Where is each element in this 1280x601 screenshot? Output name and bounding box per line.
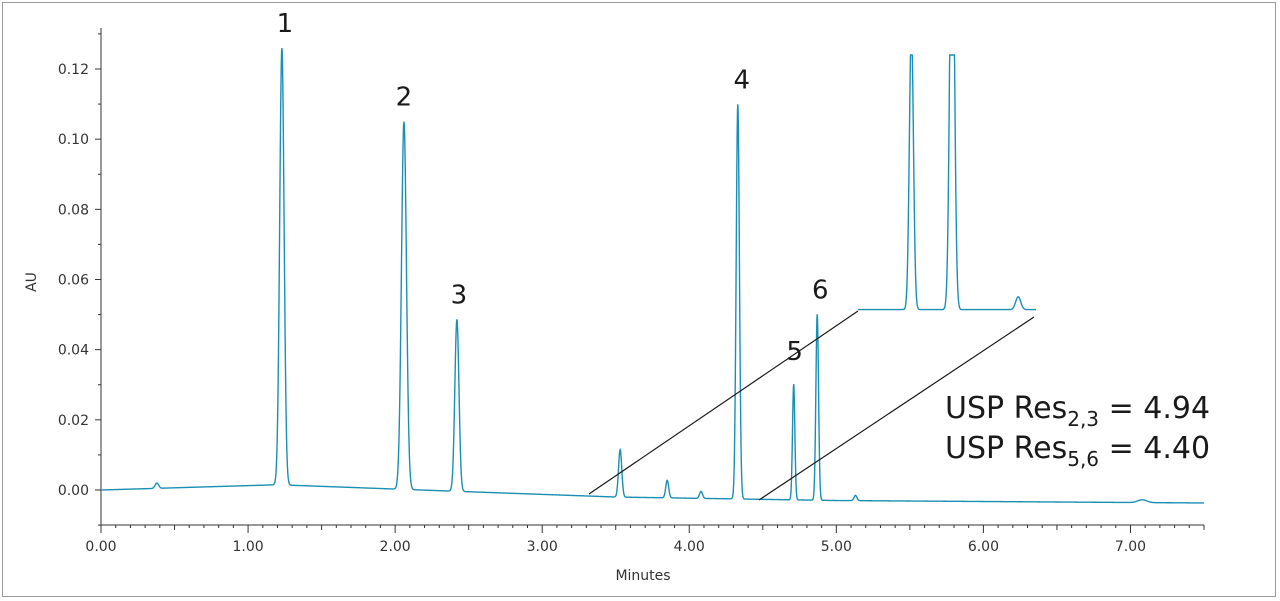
y-axis-title: AU bbox=[24, 272, 40, 292]
usp-res-23-value: = 4.94 bbox=[1099, 391, 1210, 426]
peak-label-6: 6 bbox=[812, 275, 829, 305]
x-tick-label: 2.00 bbox=[380, 539, 411, 555]
x-tick-label: 4.00 bbox=[674, 539, 705, 555]
x-tick-label: 0.00 bbox=[85, 539, 116, 555]
inset-trace-line bbox=[858, 54, 1036, 311]
inset-group bbox=[588, 54, 1036, 501]
inset-connector-left bbox=[588, 310, 859, 495]
usp-res-56-subscript: 5,6 bbox=[1067, 447, 1099, 471]
main-trace-line bbox=[100, 48, 1204, 504]
peak-label-2: 2 bbox=[396, 83, 413, 113]
y-tick-label: 0.02 bbox=[58, 413, 89, 429]
y-tick-label: 0.12 bbox=[58, 62, 89, 78]
y-tick-label: 0.10 bbox=[58, 132, 89, 148]
peak-label-4: 4 bbox=[734, 65, 751, 95]
main-trace-group bbox=[100, 48, 1204, 504]
x-tick-label: 6.00 bbox=[968, 539, 999, 555]
x-axis-title: Minutes bbox=[615, 568, 670, 584]
peak-labels: 1 2 3 4 5 6 bbox=[277, 9, 829, 367]
axes: 0.00 0.02 0.04 0.06 0.08 0.10 0.12 0.00 1.00 2.00… bbox=[58, 28, 1205, 555]
usp-res-56-value: = 4.40 bbox=[1099, 431, 1210, 466]
peak-label-1: 1 bbox=[277, 9, 294, 39]
y-tick-label: 0.08 bbox=[58, 202, 89, 218]
x-tick-label: 7.00 bbox=[1115, 539, 1146, 555]
inset-connector-right bbox=[758, 316, 1035, 501]
y-tick-label: 0.00 bbox=[58, 483, 89, 499]
x-tick-label: 1.00 bbox=[232, 539, 263, 555]
peak-label-5: 5 bbox=[786, 337, 803, 367]
usp-res-56-annotation: USP Res5,6 = 4.40 bbox=[945, 431, 1210, 471]
x-tick-label: 5.00 bbox=[821, 539, 852, 555]
usp-res-56-main: USP Res bbox=[945, 431, 1067, 466]
y-tick-label: 0.04 bbox=[58, 343, 89, 359]
peak-label-3: 3 bbox=[451, 280, 468, 310]
usp-res-23-main: USP Res bbox=[945, 391, 1067, 426]
y-tick-label: 0.06 bbox=[58, 273, 89, 289]
usp-res-23-annotation: USP Res2,3 = 4.94 bbox=[945, 391, 1210, 431]
usp-res-23-subscript: 2,3 bbox=[1067, 407, 1099, 431]
x-tick-label: 3.00 bbox=[527, 539, 558, 555]
